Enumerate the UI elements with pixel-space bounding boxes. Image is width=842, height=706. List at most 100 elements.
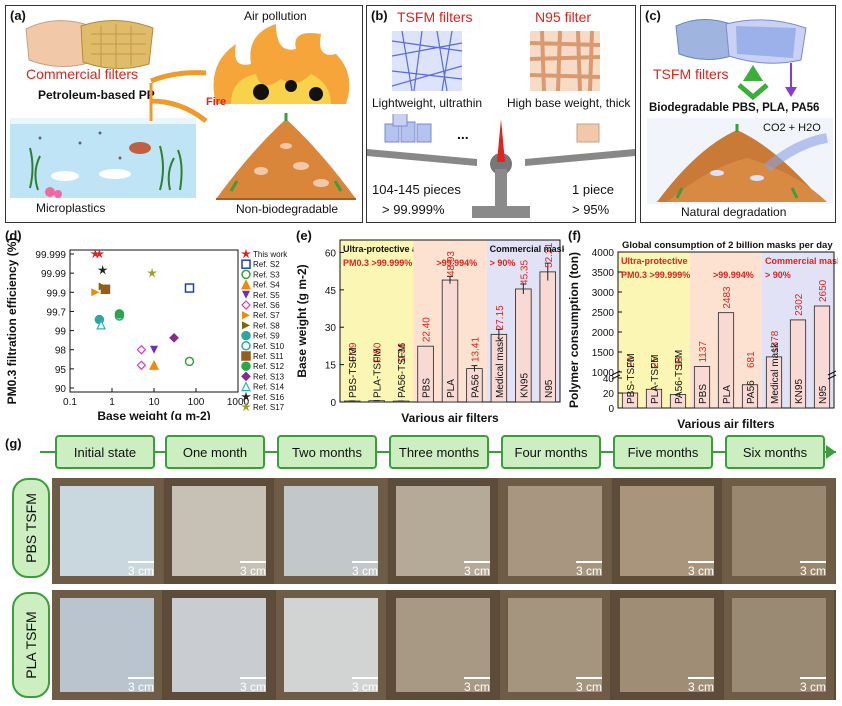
data-point (114, 309, 125, 319)
bar (669, 394, 687, 409)
group-subtitle: >99.994% (713, 270, 754, 280)
y-tick-label: 99.999 (35, 250, 66, 261)
fire-illustration (213, 24, 350, 104)
data-label: 2650 (818, 279, 829, 302)
group-subtitle: > 90% (490, 258, 516, 268)
tsfm-masks-illustration (675, 19, 807, 64)
n95-fiber-image (530, 31, 600, 91)
panel-c-label: (c) (645, 8, 661, 23)
chart-e-bar: Ultra-protective air filters PM0.3 >99.99… (295, 239, 564, 425)
ellipsis-text: ... (457, 126, 469, 142)
bar (645, 388, 663, 409)
scale-bar: 3 cm (575, 677, 603, 694)
y-tick-label: 20 (603, 389, 615, 400)
bar (693, 366, 711, 409)
panel-a-label: (a) (10, 8, 26, 23)
co2-h2o-text: CO2 + H2O (763, 122, 821, 134)
chart-d-scatter: 90 95 98 99 99.7 99.9 99.99 99.999 0.1 1 10 100 1000… (5, 238, 288, 420)
group-background (618, 252, 690, 408)
natural-degradation-text: Natural degradation (681, 205, 787, 219)
y-tick-label: 98 (55, 346, 67, 357)
data-label: 52.21 (544, 242, 555, 267)
legend-marker (241, 401, 251, 412)
chart-title: Global consumption of 2 billion masks pe… (622, 240, 833, 251)
panel-d-label: (d) (5, 228, 22, 243)
scale-bar: 3 cm (687, 561, 715, 578)
pbs-photo-row: 3 cm 3 cm 3 cm 3 cm 3 cm 3 cm 3 cm (52, 478, 836, 584)
data-label: 2302 (794, 293, 805, 316)
legend-marker (241, 259, 251, 269)
legend-marker (242, 311, 250, 320)
scale-bar: 3 cm (687, 677, 715, 694)
legend-marker (241, 279, 251, 290)
y-tick-label: 99.9 (47, 288, 67, 299)
commercial-filters-text: Commercial filters (26, 66, 139, 82)
category-label: KN95 (519, 373, 530, 398)
legend-label: Ref. S7 (253, 311, 280, 320)
data-point (96, 319, 107, 330)
chart-f-bar: Ultra-protective air filters PM0.3 >99.99… (567, 240, 838, 431)
data-point (169, 332, 179, 343)
x-tick-label: 1000 (227, 397, 250, 408)
timeline-step: Initial state (55, 435, 155, 469)
y-axis-label: Base weight (g m-2) (295, 264, 309, 377)
tsfm-fiber-image (392, 31, 462, 91)
y-tick-label: 0 (608, 404, 614, 415)
pieces-efficiency-text: > 99.999% (382, 202, 445, 217)
degradation-photo: 3 cm (276, 590, 386, 700)
legend-label: Ref. S11 (253, 352, 284, 361)
axis-break-mark (611, 370, 621, 380)
data-label: 2483 (722, 286, 733, 309)
data-point (184, 356, 195, 367)
one-piece-text: 1 piece (572, 182, 614, 197)
data-label: 1137 (698, 341, 709, 363)
degradation-photo: 3 cm (52, 478, 162, 584)
data-label: 0.50 (373, 342, 384, 362)
legend-marker (241, 391, 251, 402)
legend-marker (241, 361, 251, 371)
arrow-down-icon (785, 63, 797, 97)
filter-sheet (508, 598, 602, 692)
scale-bar: 3 cm (799, 677, 827, 694)
data-label: 18 (674, 356, 685, 368)
bar (813, 305, 831, 409)
legend-label: Ref. S12 (253, 362, 285, 371)
data-label: 48.93 (446, 251, 457, 276)
category-label: PA56 (470, 374, 481, 398)
scale-bar: 3 cm (127, 677, 155, 694)
tsfm-filters-text: TSFM filters (653, 66, 729, 82)
bar (417, 345, 434, 403)
legend-label: Ref. S2 (253, 260, 280, 269)
data-label: 1378 (770, 330, 781, 353)
data-point (97, 264, 108, 275)
scale-bar: 3 cm (127, 561, 155, 578)
y-tick-label: 40 (603, 374, 615, 385)
category-label: PLA (446, 379, 457, 398)
panel-b-label: (b) (371, 8, 388, 23)
y-tick-label: 4000 (592, 248, 615, 259)
y-axis-label: PM0.3 filtration efficiency (%) (5, 238, 19, 405)
legend-marker (241, 371, 251, 382)
filter-sheet (732, 598, 826, 692)
scale-bar: 3 cm (463, 677, 491, 694)
x-tick-label: 100 (188, 397, 205, 408)
category-label: PLA (722, 385, 733, 404)
legend-label: Ref. S8 (253, 321, 280, 330)
row-label-pla-text: PLA TSFM (23, 611, 39, 679)
legend-label: This work (253, 250, 288, 259)
data-label: 681 (746, 351, 757, 368)
timeline-arrow-icon (826, 445, 836, 459)
y-tick-label: 15 (325, 361, 337, 372)
legend-marker (241, 300, 251, 310)
scale-bar: 3 cm (239, 561, 267, 578)
legend-label: Ref. S17 (253, 403, 285, 412)
filter-sheet (284, 598, 378, 692)
panel-f-label: (f) (568, 228, 581, 243)
category-label: PBS-TSFM (626, 353, 637, 404)
bar (741, 384, 759, 409)
legend-label: Ref. S13 (253, 372, 285, 381)
data-point (147, 267, 158, 278)
scale-bar: 3 cm (463, 561, 491, 578)
y-tick-label: 95 (55, 365, 67, 376)
flow-arrows (149, 70, 208, 123)
